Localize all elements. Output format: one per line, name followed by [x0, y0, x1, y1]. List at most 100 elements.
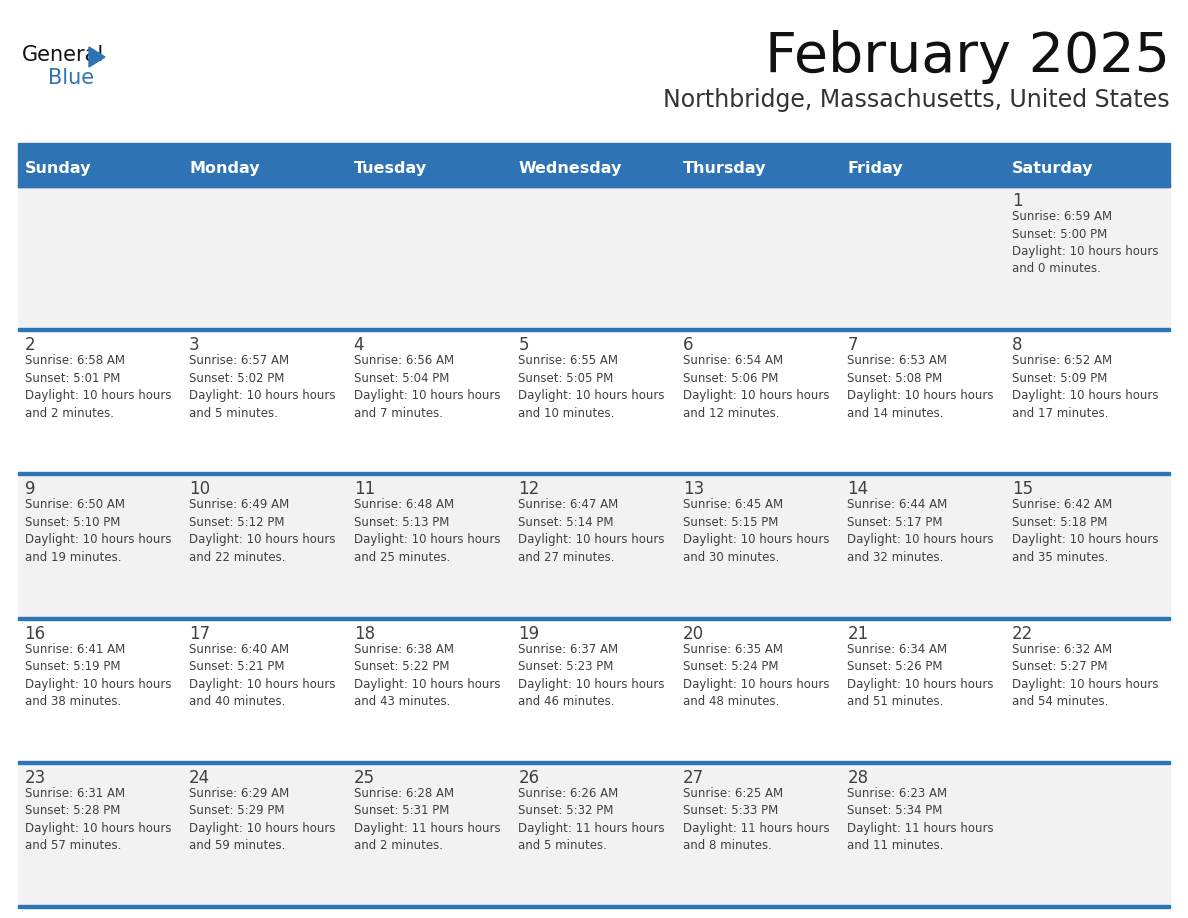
Text: Daylight: 10 hours hours: Daylight: 10 hours hours	[683, 389, 829, 402]
Bar	[18, 764, 1170, 905]
Text: Sunset: 5:14 PM: Sunset: 5:14 PM	[518, 516, 614, 529]
Text: and 8 minutes.: and 8 minutes.	[683, 839, 772, 852]
Text: Daylight: 10 hours hours: Daylight: 10 hours hours	[1012, 389, 1158, 402]
Bar	[18, 331, 1170, 473]
Text: Sunrise: 6:40 AM: Sunrise: 6:40 AM	[189, 643, 290, 655]
Text: Sunset: 5:28 PM: Sunset: 5:28 PM	[25, 804, 120, 817]
Text: Friday: Friday	[847, 161, 903, 175]
Text: Daylight: 10 hours hours: Daylight: 10 hours hours	[25, 677, 171, 690]
Text: and 14 minutes.: and 14 minutes.	[847, 407, 944, 420]
Bar	[18, 473, 1170, 476]
Text: 6: 6	[683, 336, 694, 354]
Text: Daylight: 10 hours hours: Daylight: 10 hours hours	[189, 822, 336, 834]
Text: Sunset: 5:15 PM: Sunset: 5:15 PM	[683, 516, 778, 529]
Text: and 10 minutes.: and 10 minutes.	[518, 407, 614, 420]
Text: Daylight: 10 hours hours: Daylight: 10 hours hours	[354, 533, 500, 546]
Text: Daylight: 10 hours hours: Daylight: 10 hours hours	[189, 533, 336, 546]
Text: and 25 minutes.: and 25 minutes.	[354, 551, 450, 564]
Text: Monday: Monday	[189, 161, 260, 175]
Text: and 43 minutes.: and 43 minutes.	[354, 695, 450, 708]
Text: Sunrise: 6:28 AM: Sunrise: 6:28 AM	[354, 787, 454, 800]
Text: Sunset: 5:05 PM: Sunset: 5:05 PM	[518, 372, 613, 385]
Text: Daylight: 10 hours hours: Daylight: 10 hours hours	[518, 677, 665, 690]
Text: Northbridge, Massachusetts, United States: Northbridge, Massachusetts, United State…	[663, 88, 1170, 112]
Text: February 2025: February 2025	[765, 30, 1170, 84]
Text: 13: 13	[683, 480, 704, 498]
Text: Sunset: 5:19 PM: Sunset: 5:19 PM	[25, 660, 120, 673]
Text: Wednesday: Wednesday	[518, 161, 621, 175]
Text: Sunset: 5:17 PM: Sunset: 5:17 PM	[847, 516, 943, 529]
Text: and 2 minutes.: and 2 minutes.	[354, 839, 443, 852]
Text: Daylight: 10 hours hours: Daylight: 10 hours hours	[518, 533, 665, 546]
Text: Daylight: 10 hours hours: Daylight: 10 hours hours	[847, 533, 994, 546]
Text: Sunset: 5:33 PM: Sunset: 5:33 PM	[683, 804, 778, 817]
Text: 8: 8	[1012, 336, 1023, 354]
Text: Sunrise: 6:52 AM: Sunrise: 6:52 AM	[1012, 354, 1112, 367]
Text: 9: 9	[25, 480, 36, 498]
Text: Sunset: 5:00 PM: Sunset: 5:00 PM	[1012, 228, 1107, 241]
Text: 12: 12	[518, 480, 539, 498]
Text: Daylight: 11 hours hours: Daylight: 11 hours hours	[847, 822, 994, 834]
Text: Sunrise: 6:58 AM: Sunrise: 6:58 AM	[25, 354, 125, 367]
Text: and 32 minutes.: and 32 minutes.	[847, 551, 943, 564]
Text: Daylight: 10 hours hours: Daylight: 10 hours hours	[518, 389, 665, 402]
Text: and 11 minutes.: and 11 minutes.	[847, 839, 944, 852]
Text: and 12 minutes.: and 12 minutes.	[683, 407, 779, 420]
Bar	[18, 620, 1170, 761]
Bar	[18, 187, 1170, 329]
Text: 22: 22	[1012, 624, 1034, 643]
Text: Sunrise: 6:47 AM: Sunrise: 6:47 AM	[518, 498, 619, 511]
Text: and 7 minutes.: and 7 minutes.	[354, 407, 443, 420]
Text: 1: 1	[1012, 192, 1023, 210]
Bar	[18, 149, 1170, 187]
Text: and 35 minutes.: and 35 minutes.	[1012, 551, 1108, 564]
Text: Daylight: 10 hours hours: Daylight: 10 hours hours	[1012, 245, 1158, 258]
Text: 19: 19	[518, 624, 539, 643]
Text: and 48 minutes.: and 48 minutes.	[683, 695, 779, 708]
Text: Sunset: 5:02 PM: Sunset: 5:02 PM	[189, 372, 285, 385]
Text: 28: 28	[847, 768, 868, 787]
Text: 18: 18	[354, 624, 375, 643]
Text: Sunset: 5:01 PM: Sunset: 5:01 PM	[25, 372, 120, 385]
Text: Daylight: 10 hours hours: Daylight: 10 hours hours	[1012, 533, 1158, 546]
Text: and 5 minutes.: and 5 minutes.	[518, 839, 607, 852]
Text: 27: 27	[683, 768, 704, 787]
Text: Sunset: 5:08 PM: Sunset: 5:08 PM	[847, 372, 943, 385]
Text: Sunrise: 6:34 AM: Sunrise: 6:34 AM	[847, 643, 948, 655]
Text: Sunrise: 6:26 AM: Sunrise: 6:26 AM	[518, 787, 619, 800]
Text: Sunset: 5:04 PM: Sunset: 5:04 PM	[354, 372, 449, 385]
Text: and 59 minutes.: and 59 minutes.	[189, 839, 285, 852]
Text: Sunday: Sunday	[25, 161, 91, 175]
Text: Sunset: 5:09 PM: Sunset: 5:09 PM	[1012, 372, 1107, 385]
Text: Sunset: 5:27 PM: Sunset: 5:27 PM	[1012, 660, 1107, 673]
Text: and 46 minutes.: and 46 minutes.	[518, 695, 615, 708]
Text: Daylight: 11 hours hours: Daylight: 11 hours hours	[354, 822, 500, 834]
Bar	[18, 184, 1170, 187]
Text: Sunrise: 6:53 AM: Sunrise: 6:53 AM	[847, 354, 948, 367]
Polygon shape	[89, 47, 105, 67]
Text: Daylight: 10 hours hours: Daylight: 10 hours hours	[25, 822, 171, 834]
Text: 24: 24	[189, 768, 210, 787]
Text: Sunset: 5:23 PM: Sunset: 5:23 PM	[518, 660, 614, 673]
Text: Sunrise: 6:42 AM: Sunrise: 6:42 AM	[1012, 498, 1112, 511]
Text: 7: 7	[847, 336, 858, 354]
Bar	[18, 329, 1170, 331]
Text: Daylight: 11 hours hours: Daylight: 11 hours hours	[518, 822, 665, 834]
Bar	[18, 617, 1170, 620]
Text: Saturday: Saturday	[1012, 161, 1093, 175]
Text: Sunset: 5:13 PM: Sunset: 5:13 PM	[354, 516, 449, 529]
Text: Sunrise: 6:25 AM: Sunrise: 6:25 AM	[683, 787, 783, 800]
Text: Daylight: 10 hours hours: Daylight: 10 hours hours	[354, 677, 500, 690]
Text: Sunrise: 6:59 AM: Sunrise: 6:59 AM	[1012, 210, 1112, 223]
Text: 16: 16	[25, 624, 45, 643]
Text: and 22 minutes.: and 22 minutes.	[189, 551, 285, 564]
Text: 21: 21	[847, 624, 868, 643]
Text: Sunrise: 6:23 AM: Sunrise: 6:23 AM	[847, 787, 948, 800]
Text: 4: 4	[354, 336, 365, 354]
Text: Sunset: 5:22 PM: Sunset: 5:22 PM	[354, 660, 449, 673]
Text: Daylight: 10 hours hours: Daylight: 10 hours hours	[683, 677, 829, 690]
Text: and 51 minutes.: and 51 minutes.	[847, 695, 943, 708]
Text: Sunrise: 6:55 AM: Sunrise: 6:55 AM	[518, 354, 618, 367]
Text: Sunset: 5:06 PM: Sunset: 5:06 PM	[683, 372, 778, 385]
Text: Sunset: 5:26 PM: Sunset: 5:26 PM	[847, 660, 943, 673]
